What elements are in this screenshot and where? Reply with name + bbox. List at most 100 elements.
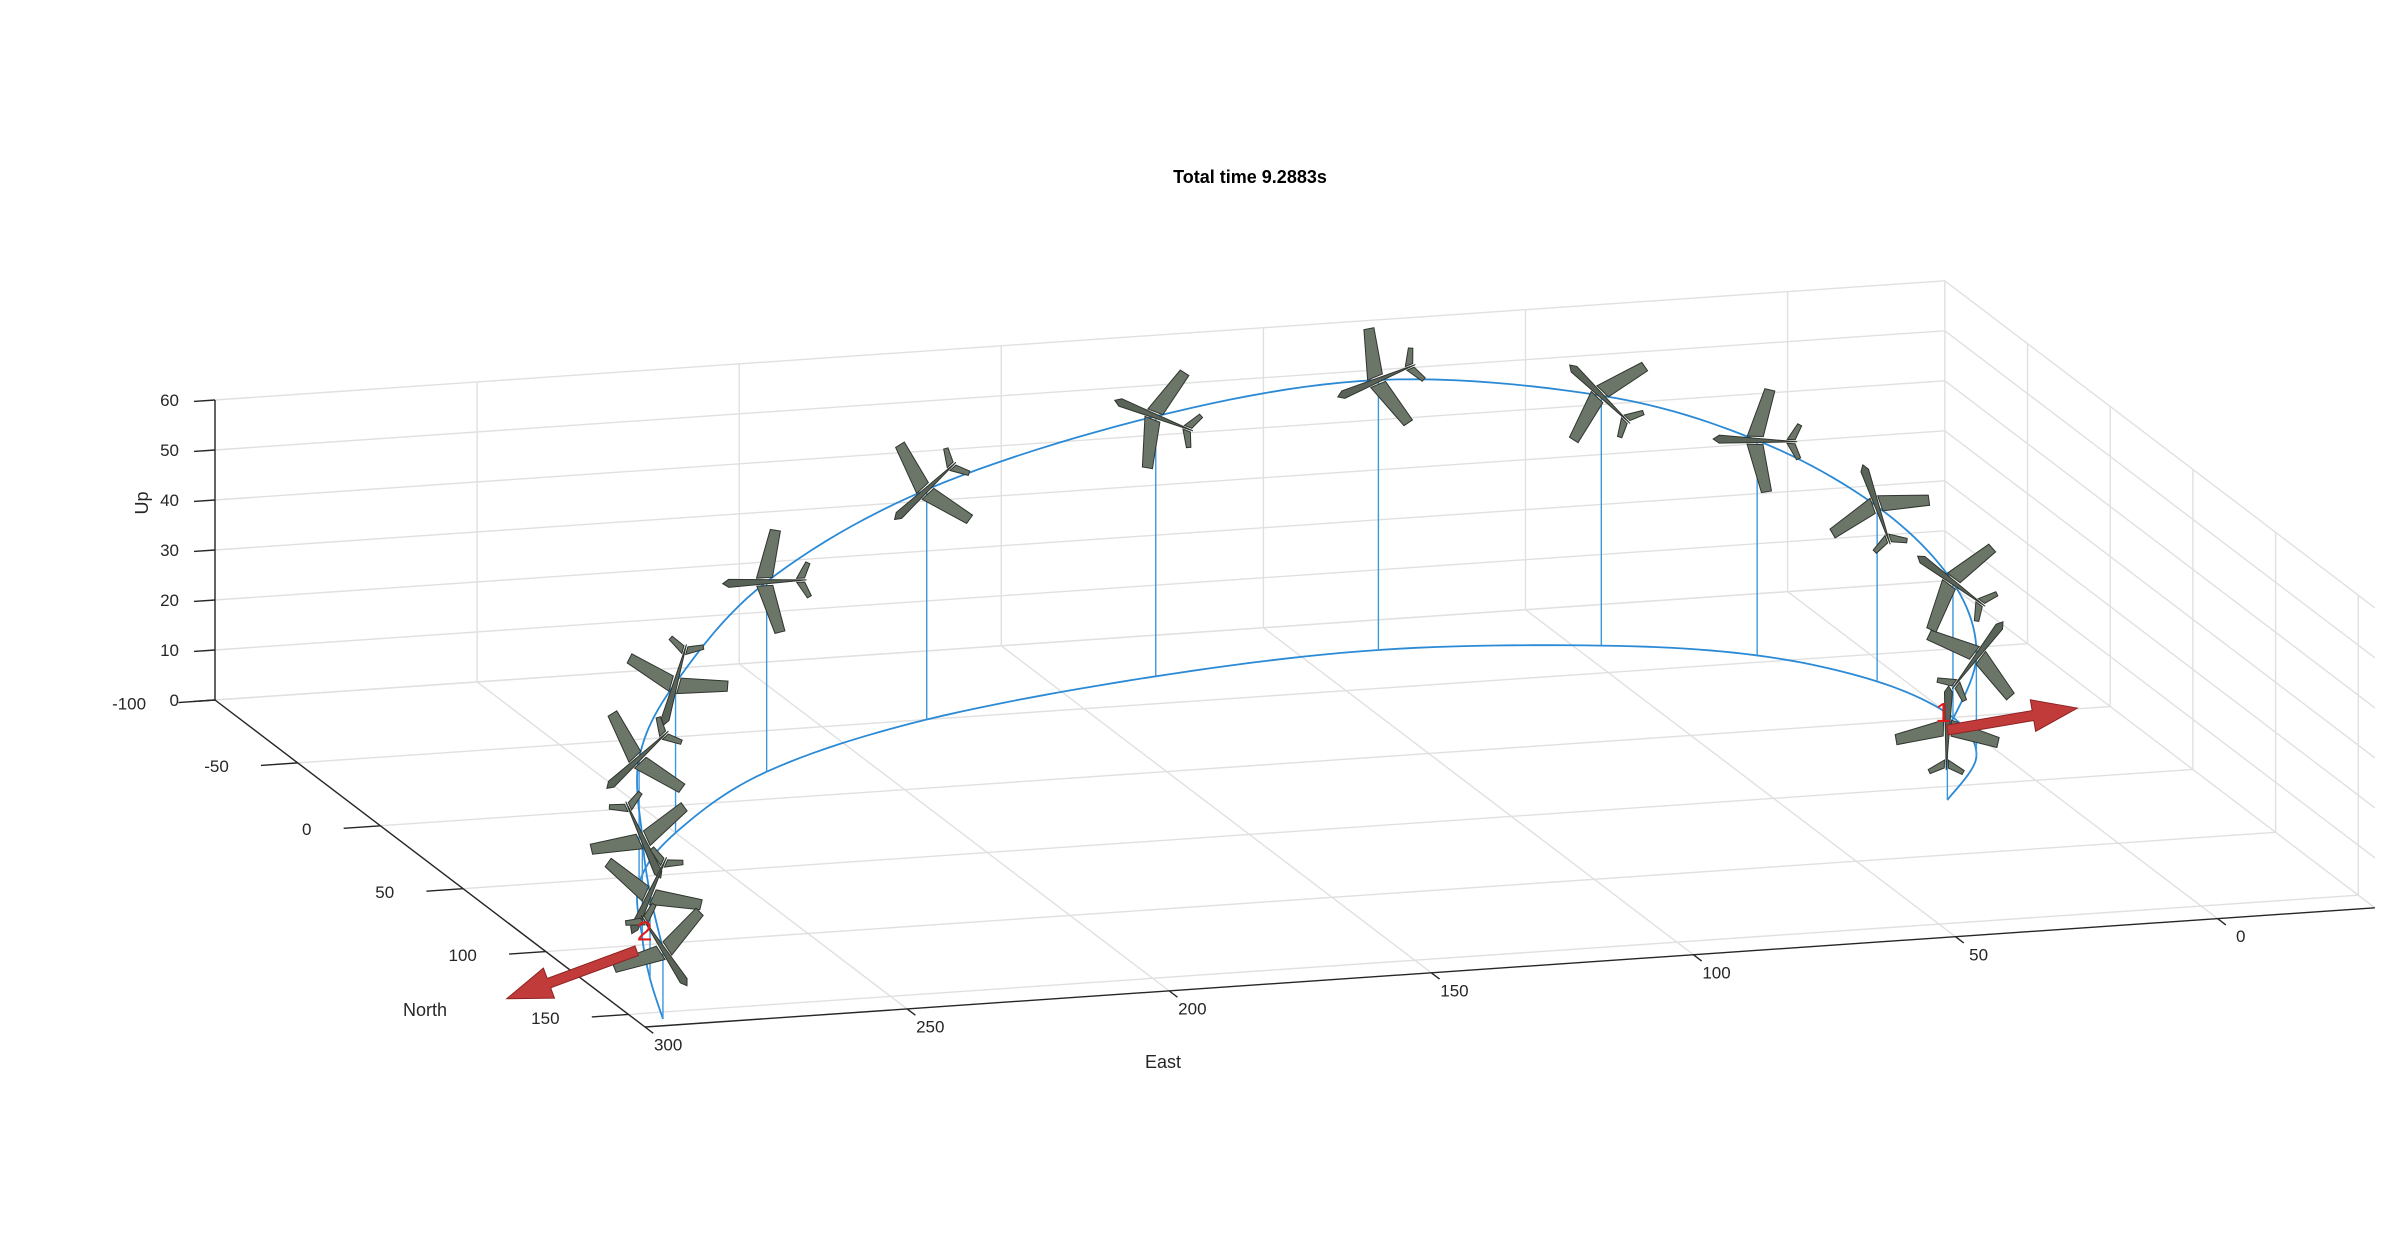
z-tick [193,599,216,603]
airplane-tail [795,561,812,599]
airplane-wing [607,710,686,794]
airplane-tail [624,902,657,926]
arrow-shape [1945,699,2079,736]
grid-line-up [214,580,1945,701]
y-axis [214,699,646,1028]
airplane-wing [1829,494,1931,539]
z-tick [193,649,216,653]
grid-line-north [545,831,2276,953]
airplane-icon [1336,327,1426,427]
arrow-shape [505,945,640,1000]
airplane-fuselage [1569,364,1631,424]
grid-line-side-up [1944,430,2376,759]
airplane-wing [894,441,974,525]
airplane-icon [721,528,812,634]
airplane-wing [589,801,688,855]
airplane-fuselage [721,578,807,588]
airplane-icon [1712,388,1803,494]
y-tick-label: 100 [448,946,476,965]
grid-line-north [380,705,2111,827]
airplane-icon [1568,361,1649,444]
z-tick-label: 50 [160,441,179,460]
x-tick [2217,918,2227,926]
y-tick [343,825,381,829]
grid-line-up [214,330,1945,451]
x-tick-label: 300 [654,1036,682,1055]
x-tick-label: 250 [916,1018,944,1037]
airplane-icon [606,710,686,794]
marker-label: 1 [1935,697,1951,728]
x-tick-label: 200 [1178,999,1206,1018]
z-tick-label: 0 [170,691,179,710]
y-tick [260,762,298,767]
x-axis-label: East [1145,1052,1181,1072]
airplane-tail [1872,533,1908,554]
airplane-fuselage [893,461,957,521]
grid-line-side-up [1944,580,2376,909]
arrow-icon [1945,699,2079,736]
airplane-fuselage [1336,364,1416,399]
y-tick [509,950,546,955]
axes [178,399,2375,1034]
grid-line-east [1262,627,1694,956]
z-tick [193,449,216,453]
grid-line-east [1000,645,1432,974]
z-tick-label: 20 [160,591,179,610]
x-tick [1692,954,1703,962]
airplane-wing [1746,388,1776,494]
grid-line-east [476,681,908,1010]
z-tick-label: 30 [160,541,179,560]
airplane-fuselage [625,801,663,879]
y-tick-label: 0 [302,820,311,839]
grid-line-north [463,768,2193,890]
y-axis-label: North [403,1000,447,1020]
airplane-icon [1916,543,1999,633]
airplane-tail [608,790,643,813]
grid-line-up [214,430,1945,551]
grid-line-up [214,480,1945,601]
airplane-wing [1568,361,1649,444]
airplane-fuselage [1712,434,1798,444]
y-tick-label: -100 [112,694,146,713]
grid-line-side-up [1944,330,2376,659]
airplane-fuselage [1916,555,1986,607]
grid-line-east [738,663,1170,992]
airplane-icon [1113,369,1204,470]
airplane-icon [626,635,729,727]
grid-line-north [628,894,2359,1016]
z-tick [193,699,216,703]
airplane-tail [1973,591,1999,623]
airplane-icon [1829,464,1931,554]
airplane-fuselage [606,730,669,789]
x-axis [644,907,2375,1028]
airplane-tail [1936,677,1968,703]
x-tick-label: 50 [1969,945,1988,964]
airplane-tail [1182,413,1204,449]
airplane-tail [943,447,971,476]
x-tick [906,1008,916,1016]
airplane-fuselage [630,857,668,935]
grid-line-east [1787,591,2219,920]
grid-line-side-up [1944,380,2376,709]
airplane-wing [1363,327,1414,427]
x-tick [1430,972,1440,980]
y-tick [426,887,464,892]
x-tick-label: 0 [2236,927,2245,946]
markers: 12 [505,697,2079,1000]
aircraft [589,327,2015,987]
z-tick [193,499,216,503]
airplane-tail [1786,423,1803,461]
airplane-tail [668,635,705,656]
ground-track-line [636,644,1978,1020]
airplane-fuselage [1113,398,1194,432]
airplane-fuselage [1860,464,1891,545]
airplane-tail [1404,347,1426,382]
y-tick [591,1013,629,1018]
grid-line-north [297,642,2028,764]
grid-line-side-up [1944,480,2376,809]
z-axis-label: Up [132,491,152,514]
airplane-wing [604,857,703,911]
z-tick-label: 10 [160,641,179,660]
airplane-wing [626,653,729,695]
